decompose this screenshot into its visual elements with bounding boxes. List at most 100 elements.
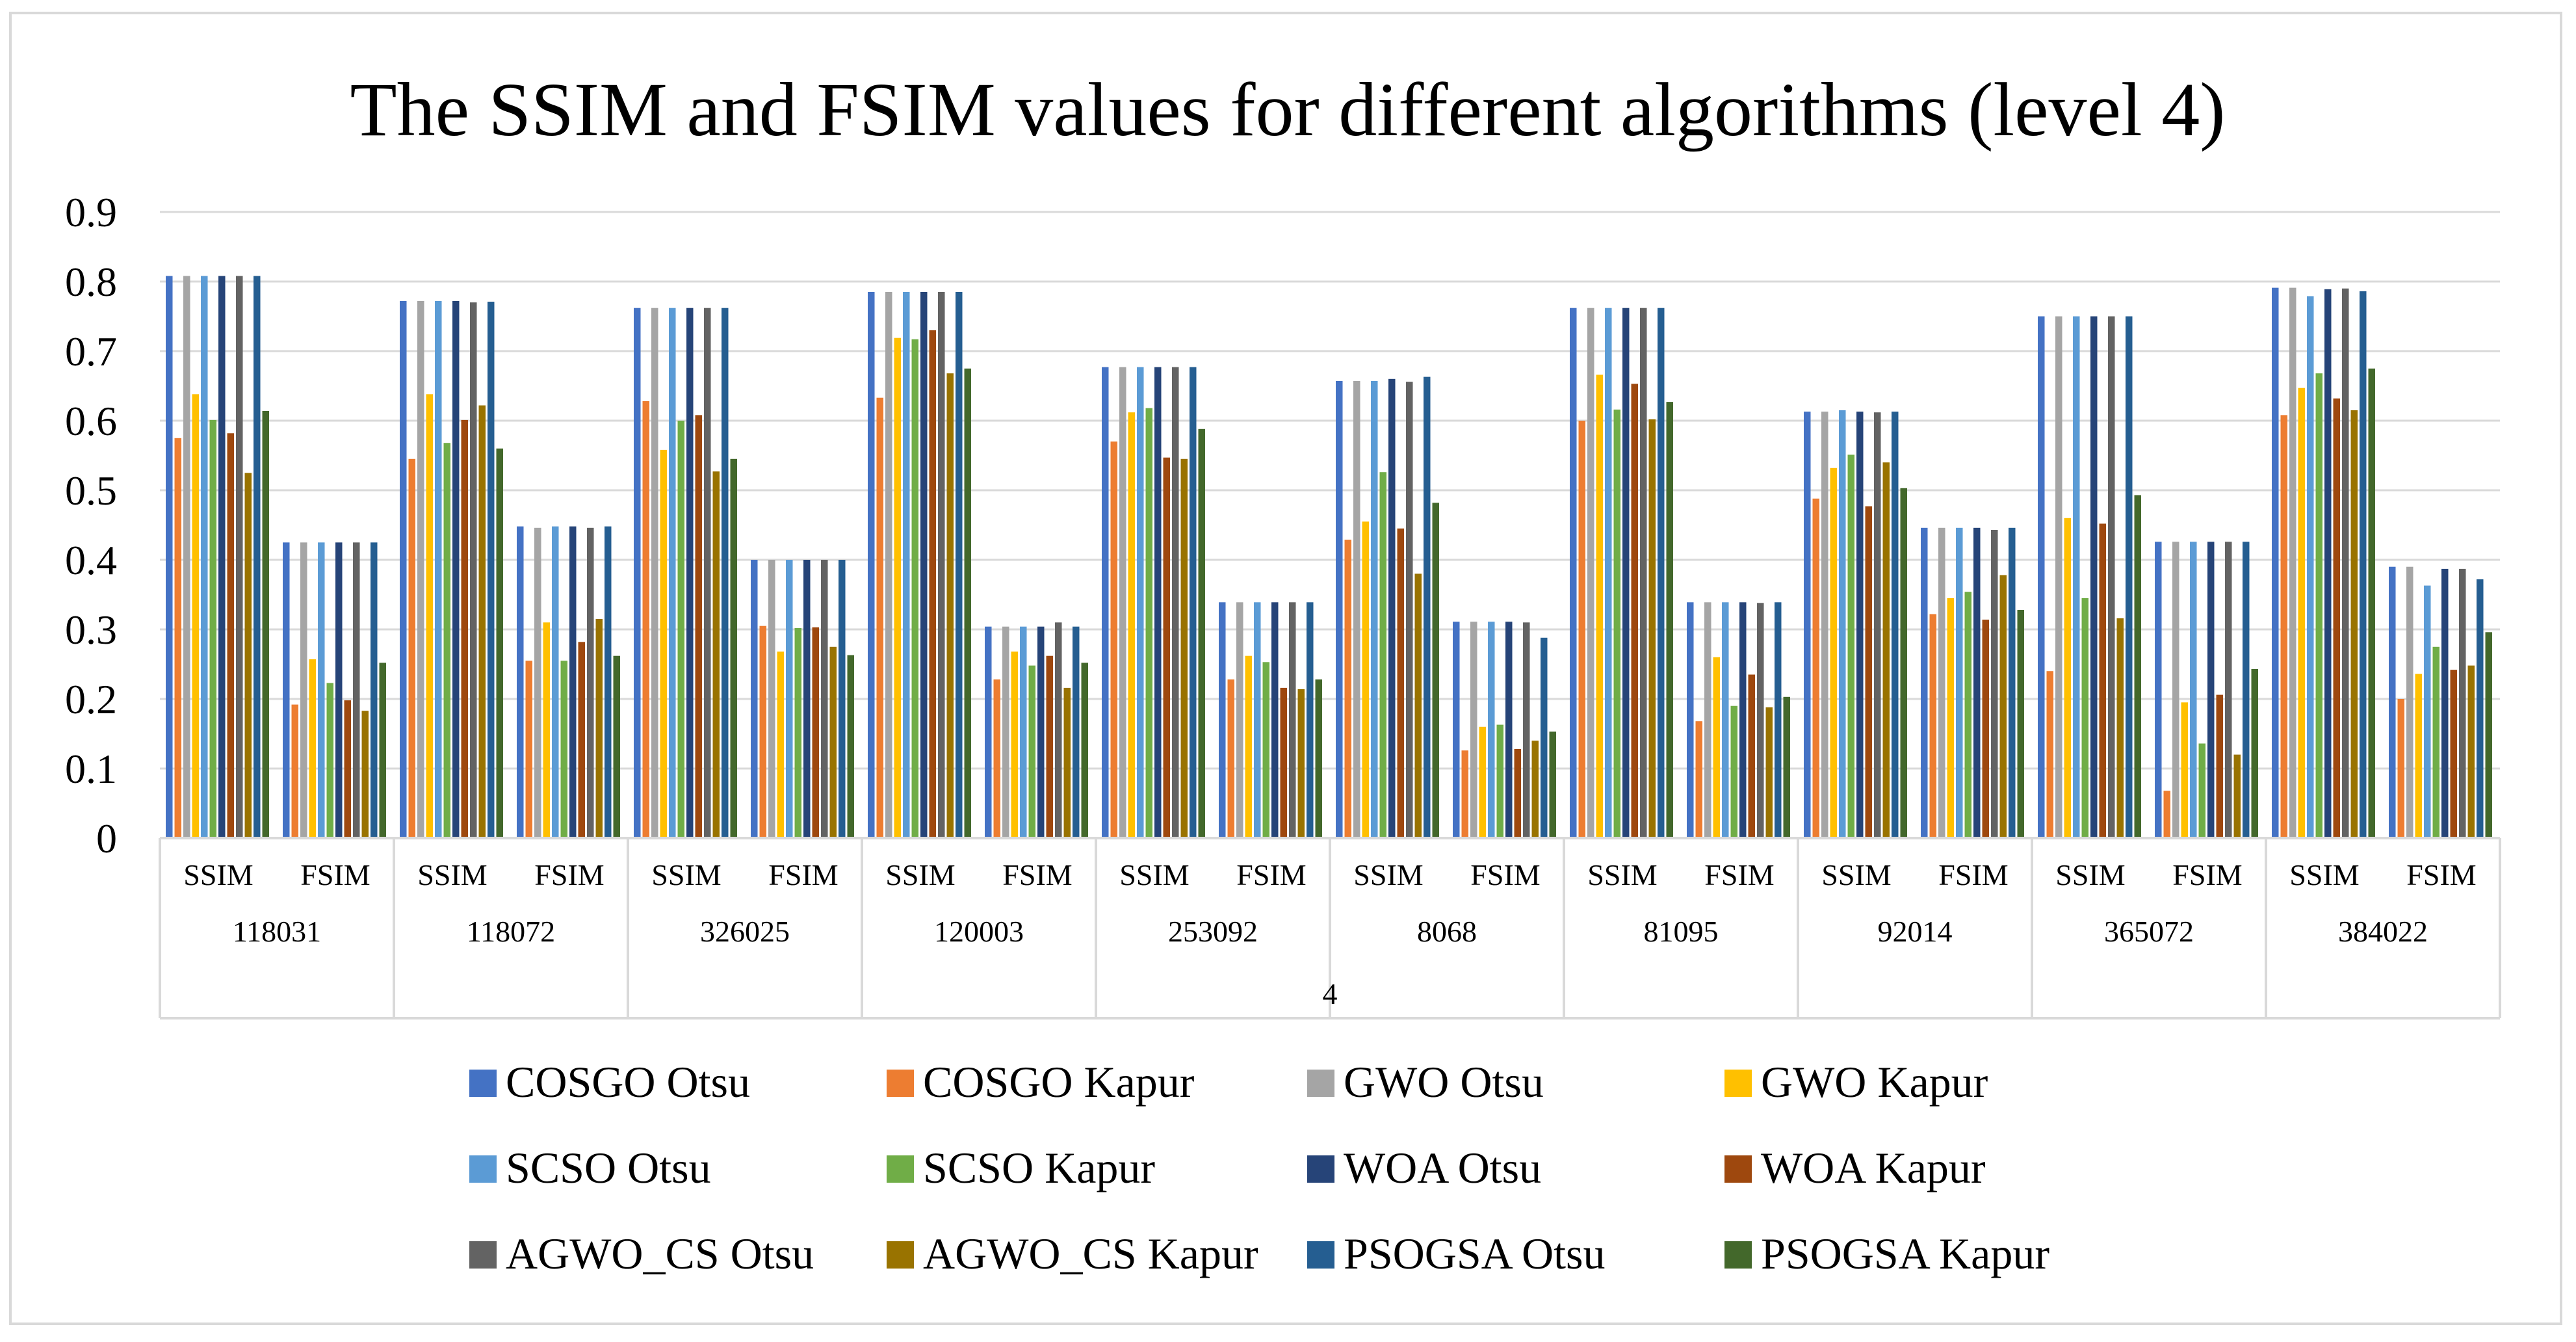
bar-psogsa-kapur-11 xyxy=(1549,731,1556,838)
bar-woa-kapur-2 xyxy=(461,419,468,838)
bar-gwo-kapur-12 xyxy=(1596,375,1603,838)
bar-cosgo-otsu-11 xyxy=(1453,622,1460,838)
bar-scso-otsu-5 xyxy=(786,560,793,838)
gridlines xyxy=(160,211,2500,839)
y-tick-label: 0.4 xyxy=(65,537,117,583)
bar-woa-otsu-15 xyxy=(1973,527,1981,838)
bar-psogsa-kapur-4 xyxy=(730,458,737,838)
bar-cosgo-otsu-1 xyxy=(283,542,290,839)
bar-cosgo-kapur-1 xyxy=(291,704,298,838)
y-axis-ticks: 0 0.1 0.2 0.3 0.4 0.5 0.6 0.7 0.8 0.9 xyxy=(65,189,117,862)
bar-agwo-cs-otsu-16 xyxy=(2108,316,2115,838)
bar-scso-otsu-17 xyxy=(2190,542,2197,838)
bar-scso-otsu-9 xyxy=(1254,602,1261,838)
legend-label: GWO Kapur xyxy=(1761,1057,1988,1107)
bar-agwo-cs-kapur-18 xyxy=(2350,410,2358,838)
bar-woa-kapur-7 xyxy=(1046,655,1053,838)
bar-scso-otsu-13 xyxy=(1722,602,1729,838)
bar-agwo-cs-otsu-18 xyxy=(2342,288,2349,838)
bar-woa-kapur-14 xyxy=(1865,506,1872,838)
bar-woa-otsu-0 xyxy=(218,276,226,838)
bar-scso-kapur-17 xyxy=(2198,743,2205,838)
x-metric-label: FSIM xyxy=(534,858,604,891)
bar-woa-otsu-17 xyxy=(2207,542,2215,838)
bar-psogsa-kapur-17 xyxy=(2251,669,2258,838)
x-metric-label: SSIM xyxy=(885,858,955,891)
bar-psogsa-kapur-3 xyxy=(613,655,620,838)
bar-cosgo-otsu-13 xyxy=(1687,602,1694,838)
bar-woa-otsu-13 xyxy=(1739,602,1747,838)
bar-gwo-kapur-16 xyxy=(2064,518,2071,838)
legend-swatch-woa-otsu xyxy=(1307,1155,1334,1183)
bar-cosgo-otsu-12 xyxy=(1570,308,1577,838)
bar-woa-otsu-19 xyxy=(2441,568,2449,838)
bar-agwo-cs-otsu-7 xyxy=(1055,622,1062,838)
legend-swatch-woa-kapur xyxy=(1724,1155,1752,1183)
legend-swatch-cosgo-otsu xyxy=(469,1070,497,1097)
bar-psogsa-otsu-17 xyxy=(2243,542,2250,838)
bar-cosgo-kapur-17 xyxy=(2163,791,2170,838)
x-metric-label: FSIM xyxy=(1470,858,1540,891)
bar-agwo-cs-kapur-11 xyxy=(1531,741,1539,838)
bar-agwo-cs-kapur-16 xyxy=(2116,618,2124,838)
bar-agwo-cs-otsu-6 xyxy=(938,292,945,838)
legend-swatch-scso-kapur xyxy=(887,1155,914,1183)
bar-psogsa-otsu-6 xyxy=(956,292,963,838)
y-tick-label: 0.7 xyxy=(65,328,117,375)
bar-agwo-cs-otsu-1 xyxy=(353,542,360,839)
y-tick-label: 0.9 xyxy=(65,189,117,235)
bar-woa-kapur-17 xyxy=(2216,694,2223,838)
x-group-label: 253092 xyxy=(1168,915,1258,948)
bar-psogsa-kapur-0 xyxy=(262,411,269,838)
bar-agwo-cs-kapur-3 xyxy=(595,619,603,838)
bar-agwo-cs-kapur-8 xyxy=(1180,458,1188,838)
bar-psogsa-otsu-5 xyxy=(839,560,846,838)
bar-cosgo-otsu-14 xyxy=(1804,412,1811,838)
bar-psogsa-kapur-16 xyxy=(2134,495,2141,838)
bar-agwo-cs-otsu-2 xyxy=(470,302,477,839)
legend-label: SCSO Otsu xyxy=(506,1143,711,1192)
x-group-label: 118072 xyxy=(467,915,555,948)
bar-cosgo-kapur-2 xyxy=(408,458,415,838)
bar-woa-otsu-14 xyxy=(1856,412,1864,838)
bar-gwo-kapur-17 xyxy=(2181,702,2188,838)
bar-cosgo-otsu-8 xyxy=(1102,367,1109,838)
bar-gwo-kapur-11 xyxy=(1479,726,1486,838)
bar-cosgo-kapur-9 xyxy=(1227,679,1234,838)
bar-agwo-cs-kapur-17 xyxy=(2233,754,2241,838)
bar-gwo-kapur-7 xyxy=(1011,651,1018,838)
bar-scso-kapur-11 xyxy=(1496,724,1503,838)
bar-gwo-otsu-10 xyxy=(1353,381,1360,838)
bar-gwo-kapur-19 xyxy=(2415,674,2422,838)
bar-gwo-otsu-11 xyxy=(1470,622,1477,838)
bar-gwo-otsu-5 xyxy=(768,560,775,838)
bar-scso-otsu-16 xyxy=(2073,316,2080,838)
x-metric-label: FSIM xyxy=(2172,858,2242,891)
legend-swatch-scso-otsu xyxy=(469,1155,497,1183)
bar-woa-kapur-13 xyxy=(1748,674,1755,838)
bar-gwo-otsu-6 xyxy=(885,292,892,838)
bar-woa-kapur-8 xyxy=(1163,457,1170,838)
bar-psogsa-otsu-14 xyxy=(1892,412,1899,838)
bar-scso-otsu-0 xyxy=(201,276,208,838)
bar-gwo-kapur-3 xyxy=(543,622,550,838)
bar-woa-otsu-9 xyxy=(1271,602,1279,838)
x-group-label: 118031 xyxy=(233,915,321,948)
y-tick-label: 0 xyxy=(96,815,117,862)
bar-scso-kapur-9 xyxy=(1262,662,1269,838)
y-tick-label: 0.1 xyxy=(65,746,117,792)
bar-psogsa-otsu-8 xyxy=(1190,367,1197,838)
bar-agwo-cs-kapur-5 xyxy=(829,646,837,839)
legend-label: WOA Kapur xyxy=(1761,1143,1986,1192)
x-group-label: 326025 xyxy=(700,915,790,948)
bar-agwo-cs-otsu-13 xyxy=(1757,603,1764,838)
bar-psogsa-otsu-19 xyxy=(2477,579,2484,838)
bar-agwo-cs-kapur-13 xyxy=(1765,707,1773,838)
bar-cosgo-otsu-7 xyxy=(985,626,992,838)
bar-agwo-cs-kapur-7 xyxy=(1063,687,1071,838)
bar-cosgo-kapur-16 xyxy=(2046,671,2053,838)
bar-psogsa-otsu-4 xyxy=(722,308,729,838)
bar-cosgo-kapur-14 xyxy=(1812,498,1819,838)
bar-woa-kapur-4 xyxy=(695,415,702,838)
bar-scso-kapur-10 xyxy=(1379,472,1386,838)
